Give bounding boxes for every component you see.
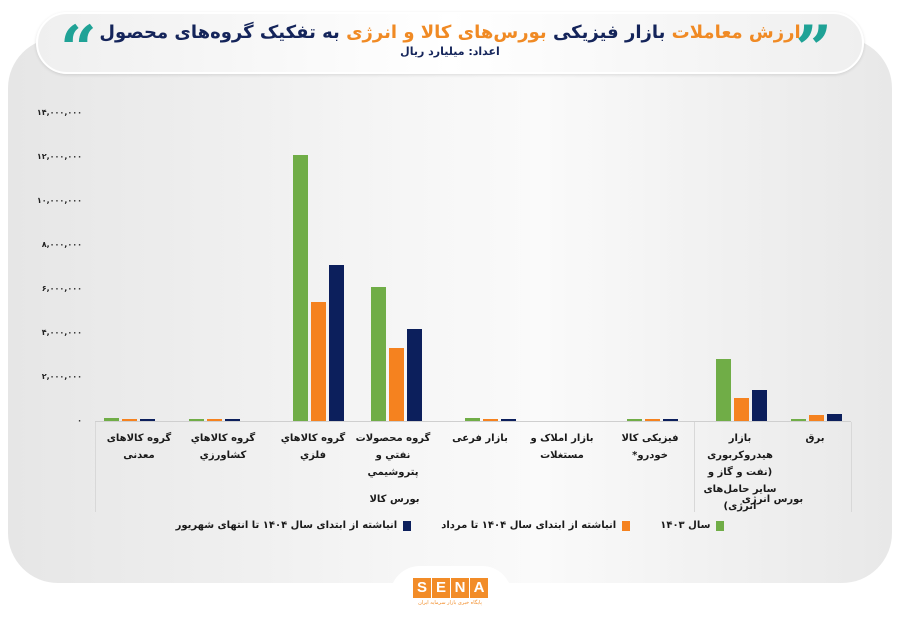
legend-item-mordad: انباشته از ابتدای سال ۱۴۰۴ تا مرداد [441,520,631,531]
y-tick: ۱۴,۰۰۰,۰۰۰ [36,108,82,117]
group-divider [95,422,96,512]
group-divider [694,422,695,512]
bar [311,302,326,421]
chart-header: “ ” ارزش معاملات بازار فیزیکی بورس‌های ک… [36,12,864,82]
bar [465,418,480,421]
bar [627,419,642,421]
bar [389,348,404,421]
y-tick: ۸,۰۰۰,۰۰۰ [41,240,82,249]
bar [225,419,240,421]
title-part-3: بورس‌های کالا و انرژی [346,22,547,43]
group-divider [851,422,852,512]
group-label-energy: بورس انرژی [741,494,804,505]
bar [122,419,137,421]
bar [663,419,678,421]
bar [371,287,386,421]
legend-item-shahrivar: انباشته از ابتدای سال ۱۴۰۴ تا انتهای شهر… [176,520,412,531]
bar [752,390,767,421]
x-axis-line [95,421,851,422]
bar [827,414,842,421]
plot-area [95,100,851,421]
bar [501,419,516,421]
logo-letter: N [451,578,469,598]
bar [207,419,222,421]
y-tick: ۶,۰۰۰,۰۰۰ [41,284,82,293]
category-label: گروه محصولات نفتي و پتروشيمي [355,433,431,478]
logo-tagline: پایگاه خبری بازار سرمایه ایران [418,600,482,606]
category-label: فیزیکی کالا خودرو* [621,433,679,461]
legend-label: سال ۱۴۰۳ [660,520,711,531]
y-tick: ۴,۰۰۰,۰۰۰ [41,328,82,337]
y-tick: ۱۲,۰۰۰,۰۰۰ [36,152,82,161]
bar [104,418,119,421]
category-label: بازار هیدروکربوری (نفت و گاز و سایر حامل… [703,433,777,512]
category-label: بازار فرعی [452,433,508,444]
legend-item-1403: سال ۱۴۰۳ [660,520,725,531]
legend-label: انباشته از ابتدای سال ۱۴۰۴ تا انتهای شهر… [175,520,398,531]
bar [407,329,422,421]
bar [189,419,204,421]
y-tick: ۲,۰۰۰,۰۰۰ [41,372,82,381]
category-label: گروه کالاهاي کشاورزي [190,433,256,461]
bar [716,359,731,421]
legend-swatch-green [716,520,725,531]
category-label: گروه کالاهای معدنی [106,433,172,461]
chart-subtitle: اعداد: میلیارد ریال [400,45,500,58]
bar [483,419,498,421]
category-label: گروه کالاهاي فلزي [280,433,346,461]
y-tick: ۱۰,۰۰۰,۰۰۰ [36,196,82,205]
title-part-4: به تفکیک گروه‌های محصول [99,22,340,43]
chart-card [8,38,892,583]
logo-letter: E [432,578,450,598]
bar [140,419,155,421]
quote-close-icon: ” [795,12,832,87]
bar [734,398,749,421]
sena-logo: S E N A [413,578,488,598]
logo-letter: S [413,578,431,598]
legend-label: انباشته از ابتدای سال ۱۴۰۴ تا مرداد [441,520,617,531]
group-label-commodity: بورس کالا [369,494,420,505]
legend-swatch-orange [622,520,631,531]
y-tick: ۰ [77,416,82,425]
bar [791,419,806,421]
bar [329,265,344,421]
title-part-2: بازار فیزیکی [552,22,666,43]
category-label: بازار املاک و مستغلات [530,433,594,461]
chart-title: ارزش معاملات بازار فیزیکی بورس‌های کالا … [38,22,862,44]
bar [293,155,308,421]
legend-swatch-navy [403,520,412,531]
bar [809,415,824,421]
title-part-1: ارزش معاملات [671,22,801,43]
legend: سال ۱۴۰۳ انباشته از ابتدای سال ۱۴۰۴ تا م… [0,520,900,531]
category-label: برق [805,433,825,444]
bar [645,419,660,421]
logo-letter: A [470,578,488,598]
quote-open-icon: “ [60,12,97,87]
